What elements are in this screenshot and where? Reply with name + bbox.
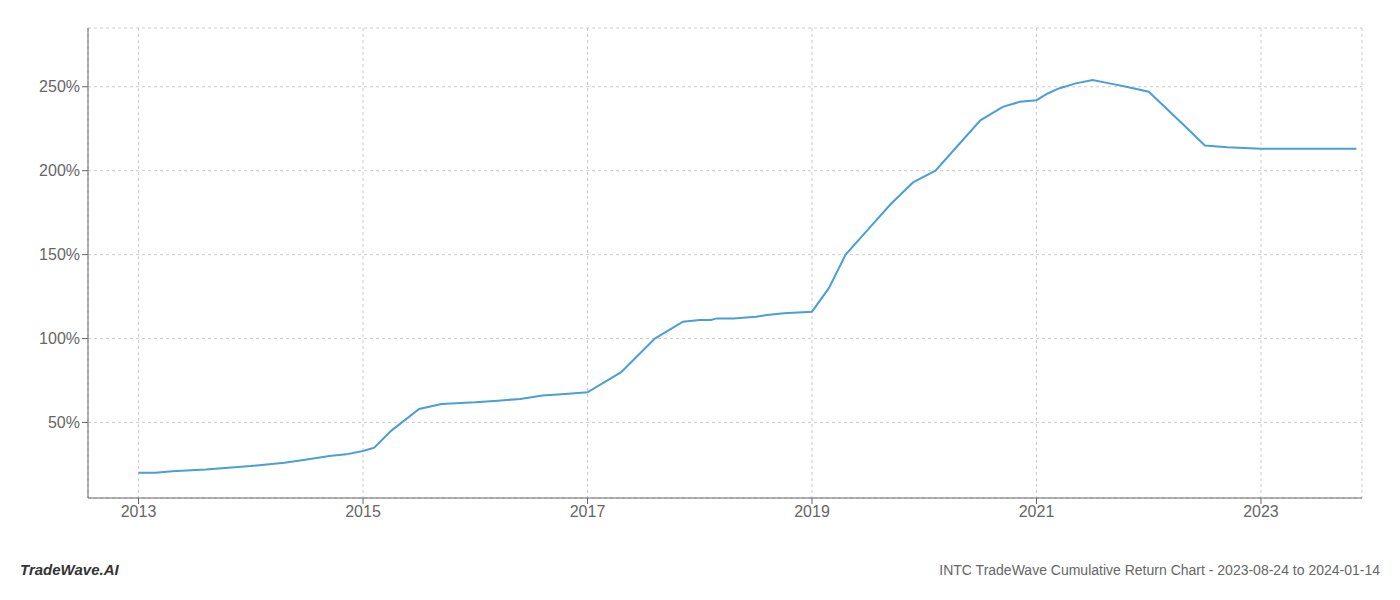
html-text:INTC TradeWave Cumulative Retu: INTC TradeWave Cumulative Return Chart -… [939, 562, 1380, 578]
svg-text:250%: 250% [39, 78, 80, 95]
svg-text:2021: 2021 [1019, 503, 1055, 520]
svg-text:150%: 150% [39, 246, 80, 263]
svg-text:200%: 200% [39, 162, 80, 179]
html-text:TradeWave.AI: TradeWave.AI [20, 561, 119, 578]
svg-text:2015: 2015 [345, 503, 381, 520]
svg-text:2023: 2023 [1243, 503, 1279, 520]
svg-text:50%: 50% [48, 414, 80, 431]
svg-text:100%: 100% [39, 330, 80, 347]
svg-text:2019: 2019 [794, 503, 830, 520]
svg-text:2013: 2013 [121, 503, 157, 520]
svg-text:2017: 2017 [570, 503, 606, 520]
